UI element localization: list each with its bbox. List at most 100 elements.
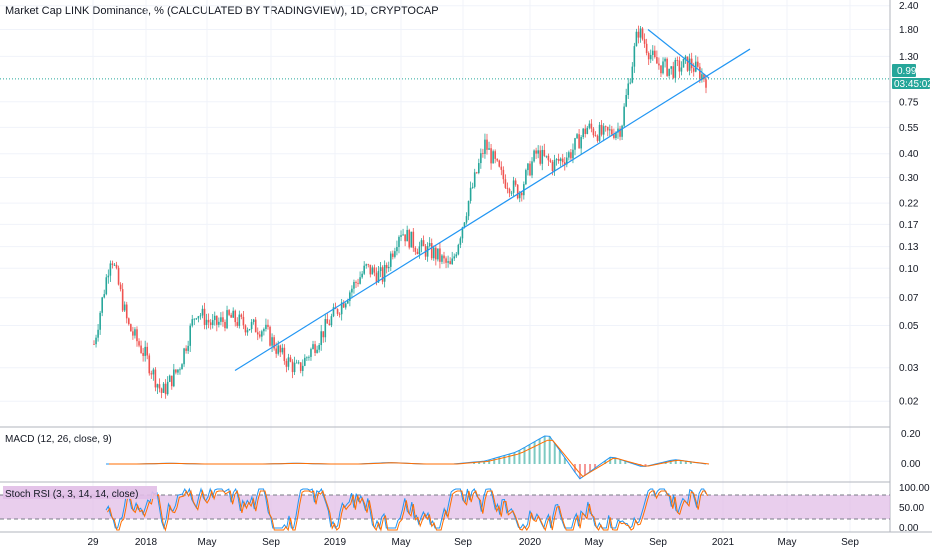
macd-series <box>106 435 710 480</box>
candle <box>173 363 175 388</box>
macd-histogram-bar <box>508 454 511 464</box>
descending-resistance-line[interactable] <box>647 29 710 79</box>
macd-histogram-bar <box>619 459 622 464</box>
macd-histogram-bar <box>533 441 536 464</box>
candle <box>475 171 478 174</box>
candle <box>449 257 451 265</box>
candle <box>134 327 136 339</box>
candle <box>304 354 306 367</box>
last-value-tag: 0.99 <box>892 64 917 77</box>
stoch-d-line <box>107 489 708 532</box>
candle <box>326 313 329 324</box>
candle <box>457 243 460 256</box>
price-tick-label: 0.10 <box>899 264 919 275</box>
price-tick-label: 0.30 <box>899 173 919 184</box>
time-tick-label: May <box>778 537 797 548</box>
candle <box>355 280 357 289</box>
candle <box>690 52 693 74</box>
candle <box>152 367 155 381</box>
candle <box>416 248 419 255</box>
candle <box>224 319 226 332</box>
macd-histogram-bar <box>589 464 592 472</box>
candle <box>101 296 103 317</box>
candle <box>625 88 627 108</box>
candle <box>410 231 413 248</box>
candle <box>645 38 648 56</box>
candle <box>484 133 486 159</box>
candle <box>162 382 165 394</box>
candle <box>598 121 601 143</box>
candle <box>271 333 273 353</box>
candle <box>400 230 402 242</box>
time-axis[interactable]: 29 2018 May Sep 2019 May Sep 2020 May Sep 2021 May S… <box>87 537 859 548</box>
candle <box>414 246 417 255</box>
candle <box>293 356 296 376</box>
macd-label[interactable]: MACD (12, 26, close, 9) <box>5 434 112 445</box>
candle <box>213 311 216 326</box>
candle <box>453 253 456 261</box>
candle <box>504 174 507 189</box>
candle <box>125 301 128 324</box>
candle <box>291 359 294 379</box>
candle <box>250 319 253 333</box>
candle <box>175 369 177 375</box>
candle <box>688 53 691 76</box>
candle <box>387 261 390 272</box>
candle <box>527 163 529 176</box>
candle <box>611 125 613 136</box>
candle <box>230 312 232 318</box>
candle <box>398 235 400 254</box>
candle <box>338 312 341 318</box>
candle <box>670 66 673 75</box>
candle <box>344 302 347 310</box>
candle <box>559 157 562 167</box>
price-tick-label: 0.02 <box>899 397 919 408</box>
candle <box>512 176 515 197</box>
candle <box>467 200 470 221</box>
stoch-tick-50: 50.00 <box>899 503 924 514</box>
macd-histogram-bar <box>478 461 481 464</box>
macd-histogram-bar <box>553 443 556 464</box>
candle <box>420 238 423 253</box>
candle <box>437 248 439 262</box>
candle <box>482 148 484 158</box>
candle <box>236 317 239 328</box>
candle <box>520 191 523 202</box>
candle <box>381 265 384 285</box>
candle <box>402 228 404 236</box>
candle <box>621 124 623 140</box>
candle <box>461 226 464 243</box>
candle <box>246 327 249 336</box>
candle <box>664 57 666 68</box>
stoch-label[interactable]: Stoch RSI (3, 3, 14, 14, close) <box>5 489 138 500</box>
macd-tick-upper: 0.20 <box>901 429 921 440</box>
candle <box>525 168 527 186</box>
candle <box>672 61 675 80</box>
candle <box>596 134 599 143</box>
candle <box>631 62 634 84</box>
candle <box>205 313 208 330</box>
price-tick-label: 0.17 <box>899 220 919 231</box>
candle <box>267 319 269 330</box>
candle <box>432 245 435 261</box>
candle <box>226 305 228 330</box>
candle <box>252 318 255 325</box>
candle <box>164 379 167 399</box>
candle <box>261 329 263 342</box>
candle <box>570 149 572 161</box>
candle <box>543 143 546 158</box>
candle <box>154 367 157 392</box>
candle <box>676 56 679 67</box>
candle <box>97 323 99 342</box>
price-axis[interactable]: 2.40 1.80 1.30 0.75 0.55 0.40 0.30 0.22 0.17 0.13… <box>899 1 919 408</box>
candle <box>306 356 308 361</box>
candle <box>187 340 189 354</box>
candle <box>666 57 668 77</box>
candle <box>336 308 339 317</box>
time-tick-label: 2021 <box>712 537 735 548</box>
candle <box>602 123 605 142</box>
macd-histogram-bar <box>483 461 486 464</box>
candle <box>488 141 490 150</box>
ascending-support-line[interactable] <box>234 48 751 372</box>
